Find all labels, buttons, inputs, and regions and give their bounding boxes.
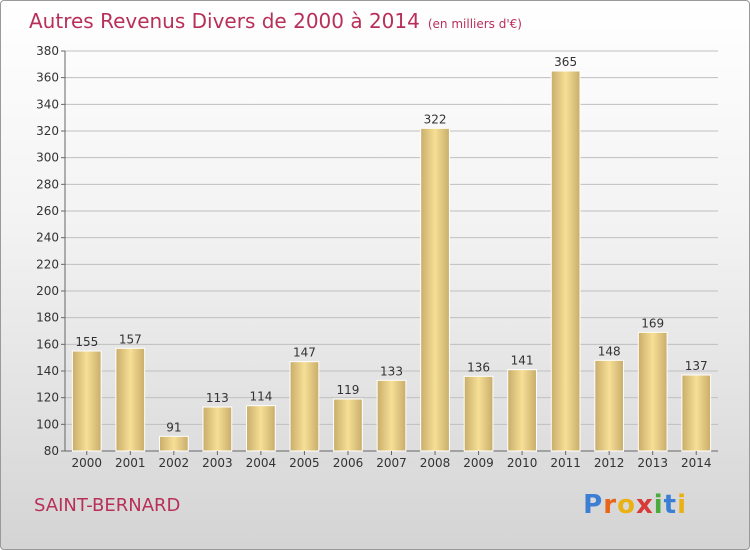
- bar-2014: [681, 374, 712, 452]
- value-label-2001: 157: [119, 332, 142, 346]
- value-label-2010: 141: [511, 354, 534, 368]
- logo-letter: x: [635, 490, 654, 520]
- y-tick-label: 320: [36, 124, 59, 138]
- value-label-2012: 148: [598, 344, 621, 358]
- x-tick-label-2009: 2009: [463, 456, 494, 470]
- value-label-2011: 365: [554, 55, 577, 69]
- x-tick-label-2001: 2001: [115, 456, 146, 470]
- bar-2004: [246, 405, 276, 452]
- bar-2001: [115, 347, 146, 452]
- bar-2013: [637, 331, 668, 452]
- value-label-2002: 91: [166, 420, 181, 434]
- y-tick-label: 180: [36, 311, 59, 325]
- bar-2008: [420, 127, 450, 452]
- y-tick-label: 380: [36, 44, 59, 58]
- logo-letter: i: [653, 490, 664, 520]
- bar-2006: [333, 398, 363, 452]
- value-label-2000: 155: [75, 335, 98, 349]
- x-tick-label-2004: 2004: [246, 456, 277, 470]
- bar-2007: [376, 379, 407, 452]
- y-tick-label: 280: [36, 177, 59, 191]
- value-label-2005: 147: [293, 346, 316, 360]
- x-tick-label-2013: 2013: [637, 456, 668, 470]
- bar-2003: [202, 406, 233, 452]
- y-tick-label: 120: [36, 391, 59, 405]
- x-tick-label-2000: 2000: [71, 456, 102, 470]
- proxiti-logo: Proxiti: [583, 490, 687, 520]
- x-tick-label-2003: 2003: [202, 456, 233, 470]
- value-label-2007: 133: [380, 364, 403, 378]
- y-tick-label: 160: [36, 337, 59, 351]
- place-name: SAINT-BERNARD: [34, 495, 181, 516]
- y-tick-label: 260: [36, 204, 59, 218]
- x-tick-label-2005: 2005: [289, 456, 320, 470]
- bar-2009: [463, 375, 494, 452]
- value-label-2009: 136: [467, 360, 490, 374]
- x-tick-label-2012: 2012: [594, 456, 625, 470]
- logo-letter: t: [663, 490, 678, 520]
- value-label-2013: 169: [641, 316, 664, 330]
- bar-2005: [289, 361, 320, 452]
- y-tick-label: 100: [36, 417, 59, 431]
- y-tick-label: 140: [36, 364, 59, 378]
- y-tick-label: 340: [36, 97, 59, 111]
- chart-title-unit: (en milliers d'€): [427, 17, 522, 31]
- y-tick-label: 300: [36, 151, 59, 165]
- x-tick-label-2011: 2011: [550, 456, 581, 470]
- value-label-2003: 113: [206, 391, 229, 405]
- y-tick-label: 360: [36, 71, 59, 85]
- bar-2000: [71, 350, 102, 452]
- bar-2012: [594, 359, 625, 452]
- value-label-2008: 322: [424, 112, 447, 126]
- chart-title-text: Autres Revenus Divers de 2000 à 2014: [29, 9, 420, 33]
- y-tick-label: 80: [44, 444, 59, 458]
- x-tick-label-2008: 2008: [420, 456, 451, 470]
- x-tick-label-2006: 2006: [333, 456, 364, 470]
- logo-letter: P: [583, 490, 604, 520]
- logo-letter: i: [677, 490, 687, 520]
- logo-letter: r: [603, 490, 618, 520]
- value-label-2006: 119: [337, 383, 360, 397]
- chart-title: Autres Revenus Divers de 2000 à 2014 (en …: [29, 9, 522, 33]
- x-tick-label-2007: 2007: [376, 456, 407, 470]
- value-label-2004: 114: [249, 390, 272, 404]
- bar-2010: [507, 369, 537, 452]
- bar-2002: [158, 435, 189, 452]
- logo-letter: o: [617, 490, 636, 520]
- y-tick-label: 200: [36, 284, 59, 298]
- bar-2011: [550, 70, 581, 452]
- value-label-2014: 137: [685, 359, 708, 373]
- y-tick-label: 220: [36, 257, 59, 271]
- x-tick-label-2010: 2010: [507, 456, 538, 470]
- x-tick-label-2014: 2014: [681, 456, 712, 470]
- y-tick-label: 240: [36, 231, 59, 245]
- x-tick-label-2002: 2002: [159, 456, 190, 470]
